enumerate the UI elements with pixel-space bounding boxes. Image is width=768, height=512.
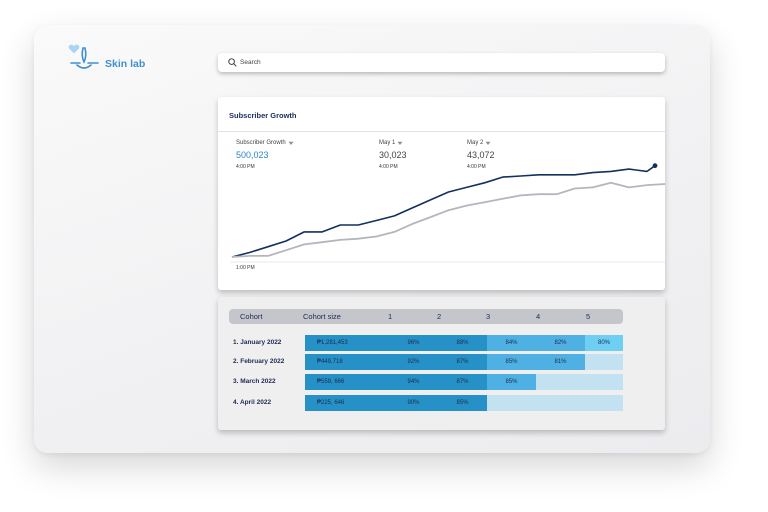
retention-cell: 84% xyxy=(487,335,536,351)
retention-cell: 80% xyxy=(585,335,623,351)
metric-label: Subscriber Growth xyxy=(236,140,286,146)
app-name: Skin lab xyxy=(105,58,146,70)
retention-cell: 85% xyxy=(487,354,536,370)
cohort-size-cell: ₱559, 666 xyxy=(305,374,389,390)
metric-may-1: May 1 30,023 4:00 PM xyxy=(379,140,407,170)
x-axis-time-label: 1:00 PM xyxy=(236,265,255,271)
header-cohort: Cohort xyxy=(240,312,263,321)
search-input[interactable] xyxy=(240,55,640,70)
header-period-5: 5 xyxy=(586,312,591,321)
metric-label: May 1 xyxy=(379,140,396,146)
metric-dropdown[interactable]: May 2 xyxy=(467,140,495,146)
header-period-3: 3 xyxy=(486,312,491,321)
metric-value: 30,023 xyxy=(379,150,407,160)
series-line-2 xyxy=(231,181,665,258)
cohort-size-cell: ₱449,718 xyxy=(305,354,389,370)
header-period-1: 1 xyxy=(388,312,393,321)
retention-cell: 92% xyxy=(389,354,438,370)
retention-cell: 96% xyxy=(389,335,438,351)
cohort-table-header: Cohort Cohort size 1 2 3 4 5 xyxy=(229,309,623,324)
retention-cell xyxy=(487,395,536,411)
heart-icon[interactable] xyxy=(68,44,80,54)
skin-lab-logo-icon xyxy=(70,47,99,69)
retention-cell: 85% xyxy=(438,395,487,411)
cohort-label: 3. March 2022 xyxy=(233,378,276,385)
retention-cell: 82% xyxy=(536,335,585,351)
cohort-size-cell: ₱1,281,453 xyxy=(305,335,389,351)
search-bar[interactable] xyxy=(218,53,665,72)
cohort-table-panel: Cohort Cohort size 1 2 3 4 5 1. January … xyxy=(218,297,665,430)
cohort-label: 2. February 2022 xyxy=(233,358,285,365)
metric-label: May 2 xyxy=(467,140,484,146)
metric-subscriber-growth: Subscriber Growth 500,023 4:00 PM xyxy=(236,140,294,170)
metric-may-2: May 2 43,072 4:00 PM xyxy=(467,140,495,170)
retention-cell: 87% xyxy=(438,374,487,390)
retention-cell: 87% xyxy=(438,354,487,370)
metric-value: 43,072 xyxy=(467,150,495,160)
subscriber-growth-panel: Subscriber Growth Subscriber Growth 500,… xyxy=(218,97,665,290)
header-period-2: 2 xyxy=(437,312,442,321)
retention-cell xyxy=(536,395,585,411)
metric-time: 4:00 PM xyxy=(236,164,255,170)
cohort-label: 4. April 2022 xyxy=(233,399,272,406)
retention-cell: 90% xyxy=(389,395,438,411)
metric-dropdown[interactable]: May 1 xyxy=(379,140,407,146)
retention-cell: 94% xyxy=(389,374,438,390)
retention-cell: 88% xyxy=(438,335,487,351)
metric-time: 4:00 PM xyxy=(467,164,486,170)
chevron-down-icon xyxy=(485,141,491,145)
retention-cell: 85% xyxy=(487,374,536,390)
header-period-4: 4 xyxy=(536,312,541,321)
panel-title: Subscriber Growth xyxy=(229,111,297,120)
metric-time: 4:00 PM xyxy=(379,164,398,170)
chevron-down-icon xyxy=(397,141,403,145)
subscriber-growth-chart xyxy=(230,163,665,263)
divider xyxy=(218,131,665,132)
series-end-point[interactable] xyxy=(652,163,658,169)
table-row[interactable]: 3. March 2022 ₱559, 666 94% 87% 85% xyxy=(229,374,623,390)
chevron-down-icon xyxy=(288,141,294,145)
retention-cell xyxy=(585,354,623,370)
retention-cell xyxy=(536,374,585,390)
table-row[interactable]: 2. February 2022 ₱449,718 92% 87% 85% 81% xyxy=(229,354,623,370)
cohort-label: 1. January 2022 xyxy=(233,339,282,346)
app-logo[interactable]: Skin lab xyxy=(68,44,178,74)
table-row[interactable]: 4. April 2022 ₱225, 646 90% 85% xyxy=(229,395,623,411)
metric-value: 500,023 xyxy=(236,150,269,160)
metric-dropdown[interactable]: Subscriber Growth xyxy=(236,140,294,146)
series-line-1 xyxy=(231,165,656,258)
table-row[interactable]: 1. January 2022 ₱1,281,453 96% 88% 84% 82% 80% xyxy=(229,335,623,351)
cohort-size-cell: ₱225, 646 xyxy=(305,395,389,411)
header-cohort-size: Cohort size xyxy=(303,312,341,321)
retention-cell xyxy=(585,374,623,390)
retention-cell: 81% xyxy=(536,354,585,370)
retention-cell xyxy=(585,395,623,411)
search-icon xyxy=(228,58,237,67)
